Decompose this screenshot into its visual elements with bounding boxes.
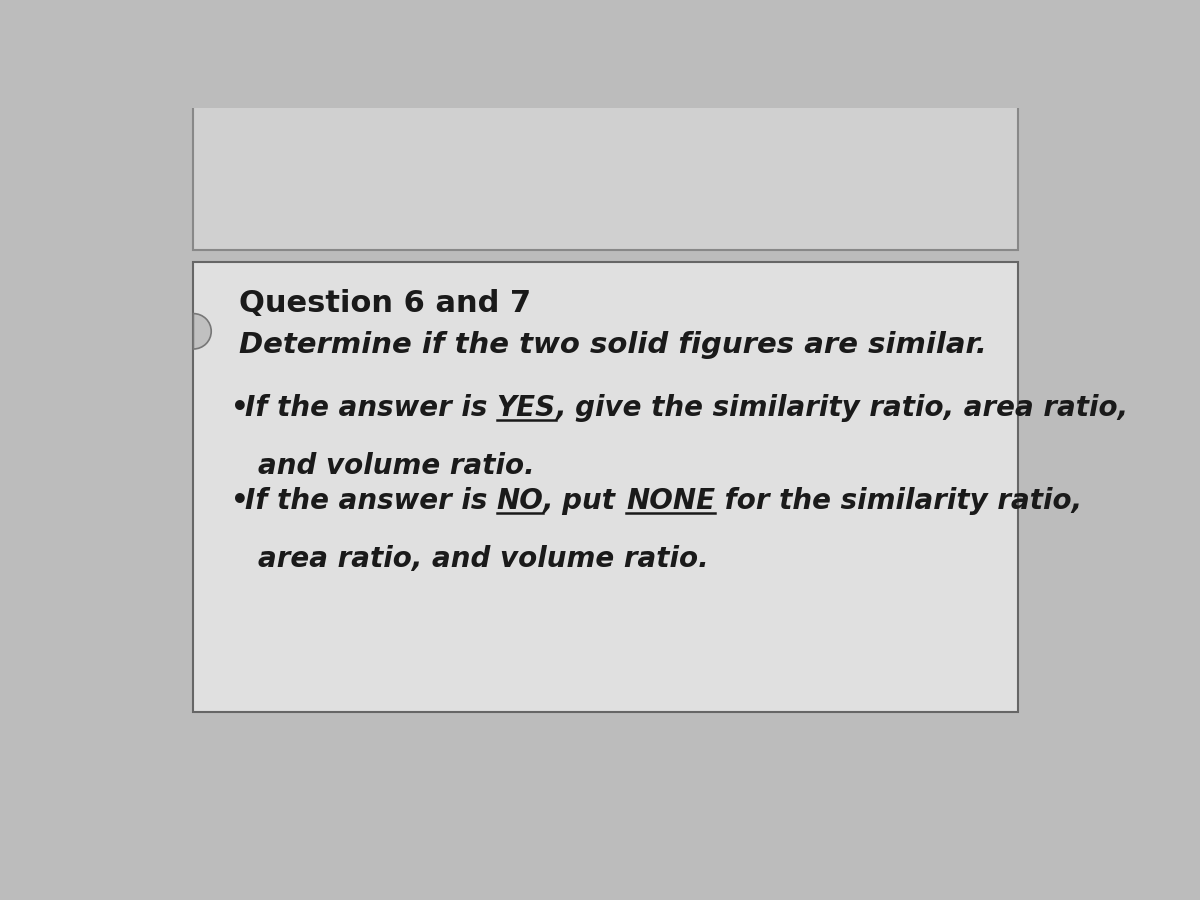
- Text: , give the similarity ratio, area ratio,: , give the similarity ratio, area ratio,: [556, 394, 1129, 422]
- FancyBboxPatch shape: [193, 81, 1018, 250]
- Text: YES: YES: [497, 394, 556, 422]
- Wedge shape: [193, 313, 211, 349]
- Text: and volume ratio.: and volume ratio.: [258, 452, 535, 481]
- Text: •: •: [232, 394, 250, 422]
- Text: area ratio, and volume ratio.: area ratio, and volume ratio.: [258, 544, 709, 572]
- FancyBboxPatch shape: [193, 262, 1018, 713]
- Text: If the answer is: If the answer is: [245, 487, 497, 515]
- Text: Question 6 and 7: Question 6 and 7: [239, 289, 532, 318]
- Text: If the answer is: If the answer is: [245, 394, 497, 422]
- Text: NONE: NONE: [626, 487, 715, 515]
- Text: NO: NO: [497, 487, 544, 515]
- Text: •: •: [232, 487, 250, 515]
- Text: for the similarity ratio,: for the similarity ratio,: [715, 487, 1082, 515]
- Text: , put: , put: [544, 487, 626, 515]
- Text: Determine if the two solid figures are similar.: Determine if the two solid figures are s…: [239, 331, 986, 359]
